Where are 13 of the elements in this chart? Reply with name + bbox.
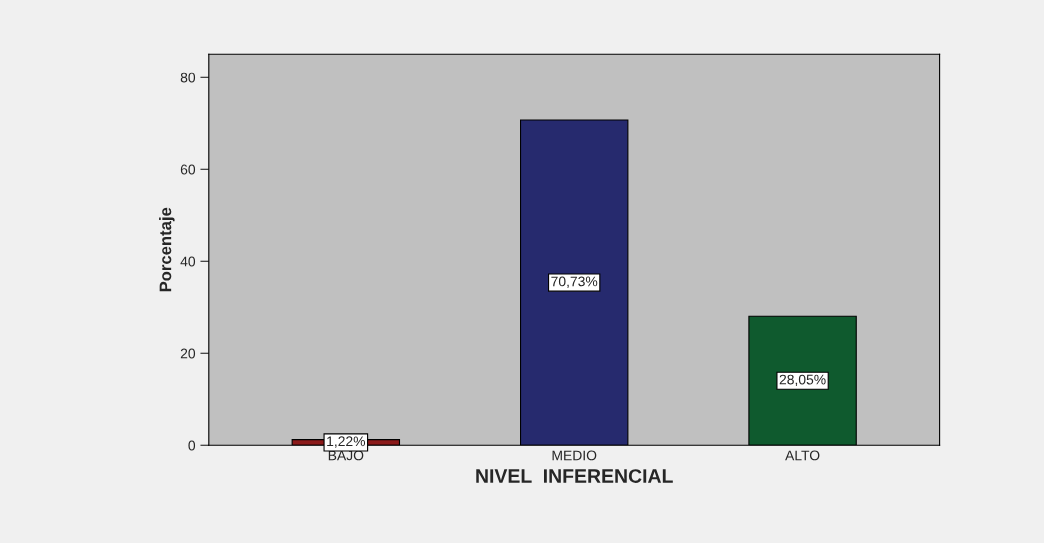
y-tick-label: 40	[180, 256, 196, 267]
y-tick-label: 0	[188, 440, 196, 451]
y-tick-label: 80	[180, 72, 196, 83]
y-tick-label: 20	[180, 348, 196, 359]
x-tick-label: ALTO	[785, 450, 820, 461]
data-label: 70,73%	[551, 276, 598, 288]
data-label: 28,05%	[779, 374, 826, 387]
x-axis-title: NIVEL INFERENCIAL	[476, 469, 673, 483]
y-tick-label: 60	[180, 164, 196, 175]
x-tick-label: BAJO	[328, 450, 364, 461]
data-label: 1,22%	[327, 436, 366, 448]
x-tick-label: MEDIO	[552, 450, 597, 461]
y-axis-title: Porcentaje	[159, 207, 175, 292]
